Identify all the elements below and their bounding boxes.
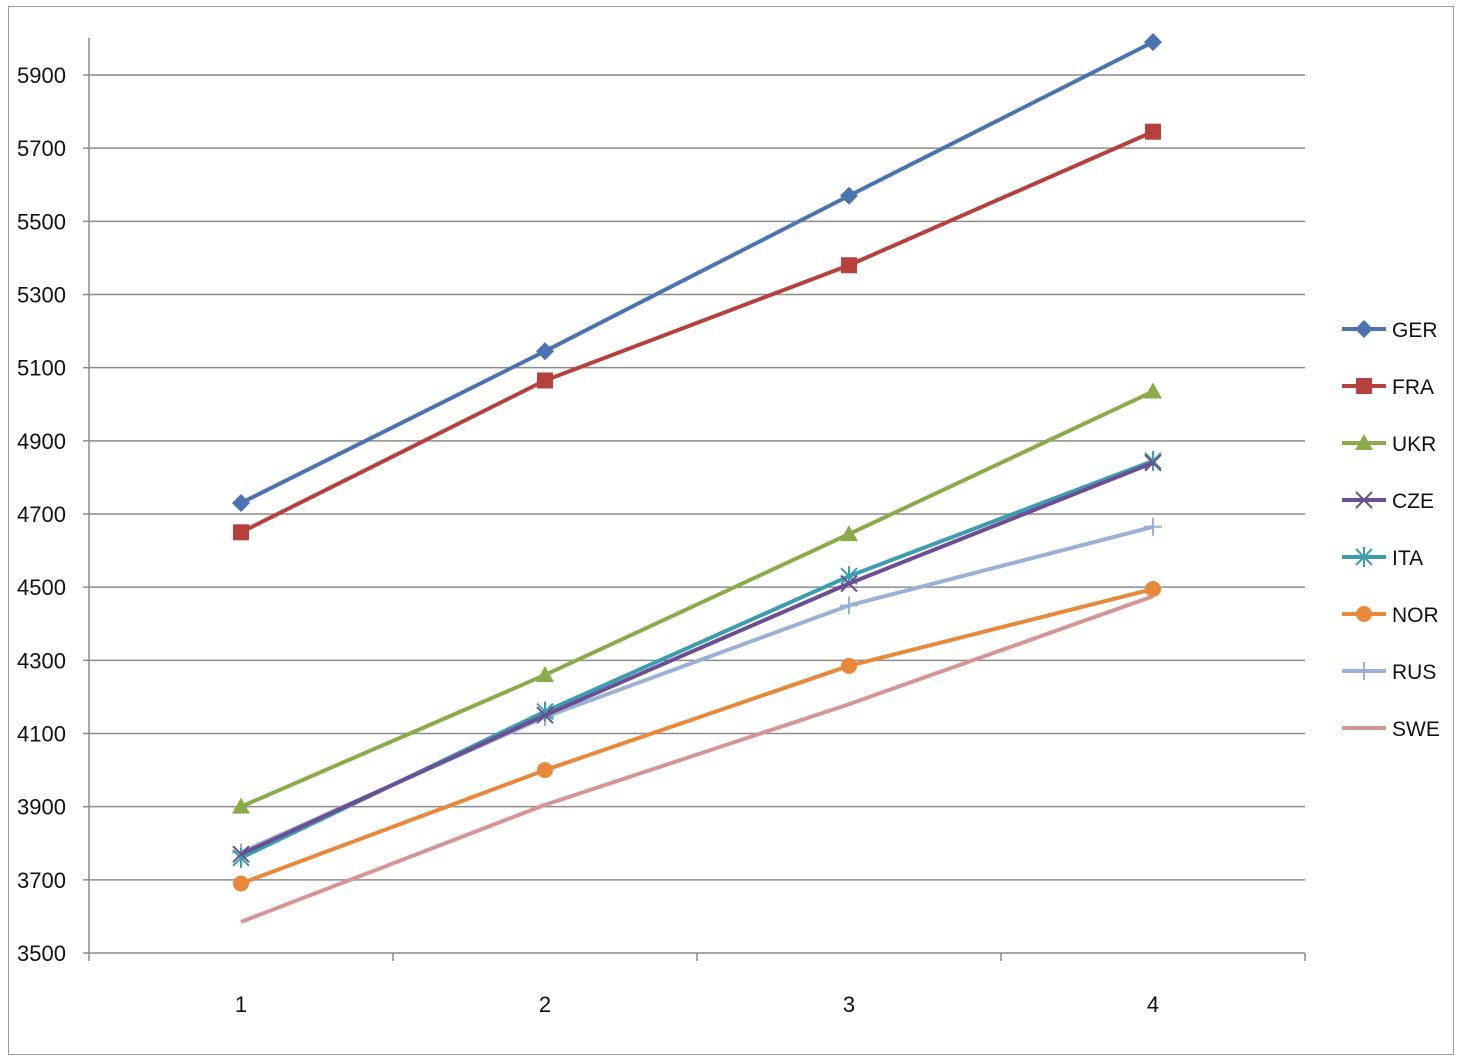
data-point-cze xyxy=(232,845,250,863)
y-tick-label: 5700 xyxy=(17,136,66,161)
legend-marker xyxy=(1355,662,1373,680)
data-point-ukr xyxy=(536,665,554,682)
data-point-nor xyxy=(233,875,249,892)
axes: 3500 3700 3900 4100 4300 4500 4700 4900 5100 5300… xyxy=(17,38,1306,1017)
y-tick-label: 5500 xyxy=(17,209,66,234)
data-point-nor xyxy=(1145,580,1161,597)
data-point-nor xyxy=(537,762,553,779)
series-ger xyxy=(232,33,1162,513)
data-point-ukr xyxy=(232,797,250,814)
legend-label: ITA xyxy=(1392,547,1423,570)
data-point-rus xyxy=(840,596,858,615)
series-line-nor xyxy=(240,587,1154,886)
data-point-cze xyxy=(1144,454,1162,472)
legend-marker xyxy=(1356,378,1372,394)
series-line-fra xyxy=(240,129,1154,535)
legend-label: GER xyxy=(1392,319,1438,342)
data-point-fra xyxy=(841,257,857,274)
series-line-cze xyxy=(240,460,1154,857)
data-point-fra xyxy=(1145,123,1161,140)
data-point-fra xyxy=(233,524,249,541)
data-point-ger xyxy=(840,186,858,205)
series-fra xyxy=(233,123,1161,541)
data-point-cze xyxy=(840,574,858,593)
legend-label: RUS xyxy=(1392,661,1436,684)
legend-item-swe: SWE xyxy=(1342,718,1440,741)
legend-item-ita: ITA xyxy=(1342,547,1423,570)
y-tick-label: 3500 xyxy=(17,941,66,966)
y-tick-label: 5300 xyxy=(17,283,66,308)
y-tick-label: 5100 xyxy=(17,356,66,381)
legend-item-nor: NOR xyxy=(1342,604,1439,627)
series-ukr xyxy=(232,382,1162,814)
series-line-swe xyxy=(240,594,1154,924)
series-cze xyxy=(232,454,1162,863)
data-point-rus xyxy=(1144,517,1162,536)
series-nor xyxy=(233,580,1161,892)
legend-label: NOR xyxy=(1392,604,1439,627)
series-line-ger xyxy=(240,40,1154,505)
legend-label: CZE xyxy=(1392,490,1434,513)
data-point-fra xyxy=(537,372,553,389)
x-tick-label: 3 xyxy=(843,992,855,1017)
y-tick-label: 4500 xyxy=(17,575,66,600)
legend-marker xyxy=(1355,491,1373,509)
y-tick-label: 3900 xyxy=(17,795,66,820)
series-rus xyxy=(232,517,1162,862)
legend-label: UKR xyxy=(1392,433,1436,456)
series-swe xyxy=(240,594,1154,924)
y-tick-label: 5900 xyxy=(17,63,66,88)
legend-marker xyxy=(1355,434,1373,450)
data-point-ger xyxy=(1144,33,1162,52)
series-line-rus xyxy=(240,524,1154,855)
legend-marker xyxy=(1355,320,1373,338)
x-tick-label: 2 xyxy=(539,992,551,1017)
legend-item-ukr: UKR xyxy=(1342,433,1436,456)
data-point-ukr xyxy=(840,525,858,542)
y-tick-label: 4300 xyxy=(17,648,66,673)
legend-label: SWE xyxy=(1392,718,1440,741)
legend-marker xyxy=(1355,547,1373,567)
data-point-ger xyxy=(232,494,250,513)
data-point-cze xyxy=(536,706,554,724)
legend-item-cze: CZE xyxy=(1342,490,1434,513)
series-line-ukr xyxy=(240,389,1154,809)
y-tick-label: 3700 xyxy=(17,868,66,893)
legend-label: FRA xyxy=(1392,376,1434,399)
legend-item-ger: GER xyxy=(1342,319,1438,342)
data-point-nor xyxy=(841,657,857,674)
gridlines xyxy=(89,74,1305,881)
data-point-ger xyxy=(536,342,554,361)
data-point-ukr xyxy=(1144,382,1162,399)
y-tick-label: 4700 xyxy=(17,502,66,527)
x-tick-label: 1 xyxy=(235,992,247,1017)
y-tick-label: 4100 xyxy=(17,722,66,747)
series-lines xyxy=(232,33,1162,924)
legend-marker xyxy=(1356,606,1372,622)
x-tick-label: 4 xyxy=(1147,992,1159,1017)
legend-item-rus: RUS xyxy=(1342,661,1436,684)
legend-item-fra: FRA xyxy=(1342,376,1434,399)
y-tick-label: 4900 xyxy=(17,429,66,454)
legend: GER FRA UKR CZE ITA NOR RUS SWE xyxy=(1342,319,1440,741)
